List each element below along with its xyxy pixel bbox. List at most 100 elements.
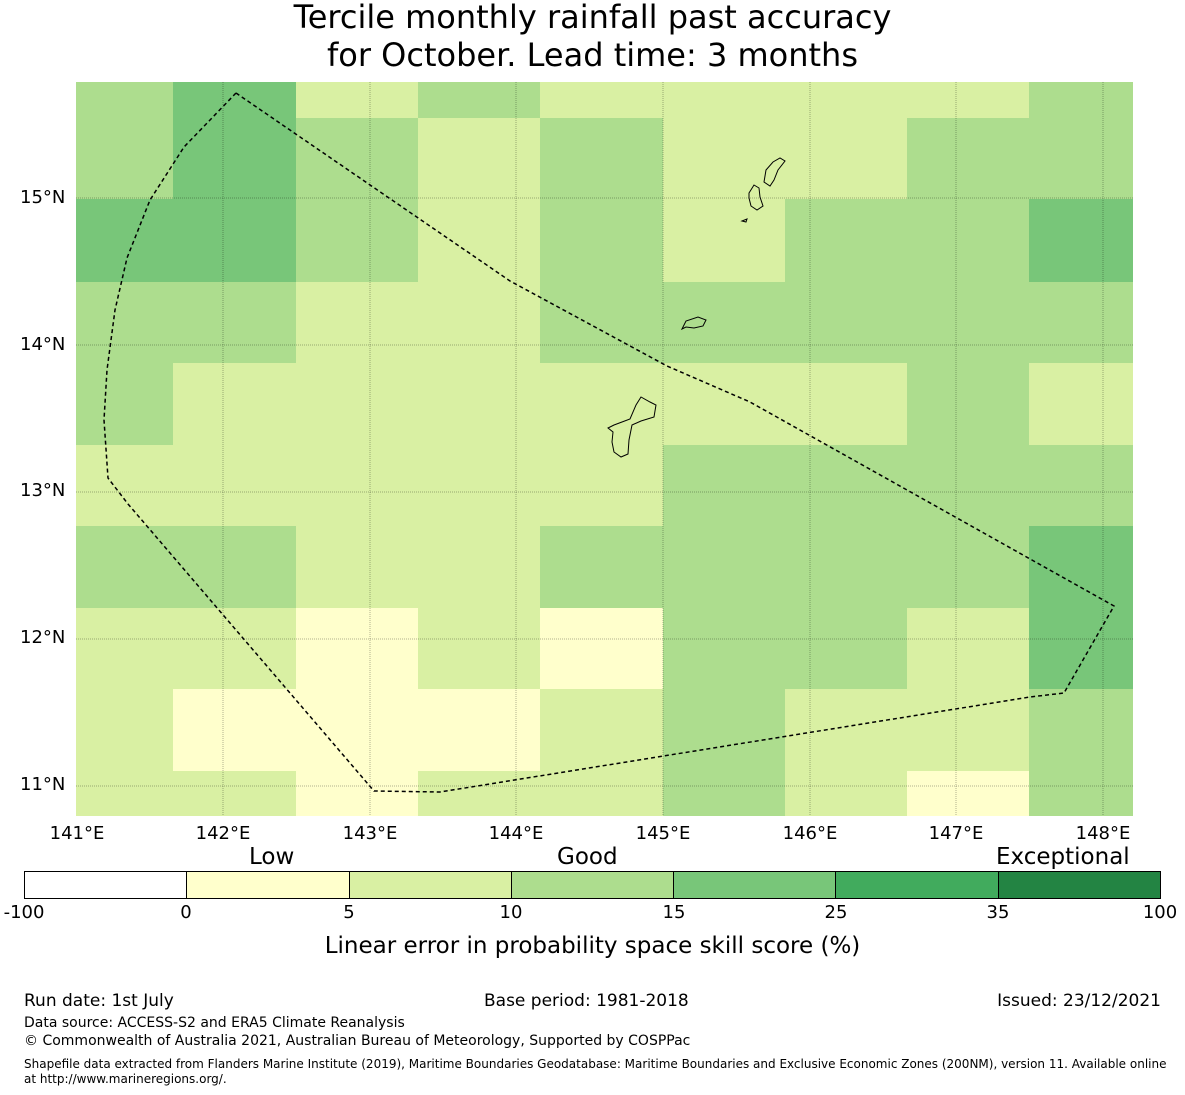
data-source: Data source: ACCESS-S2 and ERA5 Climate … [24,1015,405,1031]
grid-cell [173,118,296,199]
shapefile-credit-line-1: Shapefile data extracted from Flanders M… [24,1057,1167,1071]
legend-category-exceptional: Exceptional [996,844,1130,870]
grid-cell [785,199,907,282]
colorbar [24,871,1161,899]
run-date: Run date: 1st July [24,991,174,1011]
grid-cell [76,282,173,363]
grid-cell [785,689,907,771]
skill-grid [76,82,1133,816]
grid-cell [785,526,907,608]
lon-tick-144e: 144°E [488,823,544,844]
grid-cell [785,445,907,526]
grid-cell [173,689,296,771]
grid-cell [907,199,1029,282]
colorbar-tick: 0 [180,902,192,923]
grid-cell [907,82,1029,118]
grid-cell [173,771,296,816]
grid-cell [663,282,785,363]
lat-tick-12n: 12°N [20,627,66,648]
grid-cell [1029,608,1133,689]
lon-tick-143e: 143°E [342,823,398,844]
copyright-notice: © Commonwealth of Australia 2021, Austra… [24,1033,691,1049]
grid-cell [296,526,418,608]
grid-cell [907,445,1029,526]
grid-cell [173,363,296,445]
grid-cell [663,82,785,118]
grid-cell [76,608,173,689]
grid-cell [418,526,540,608]
colorbar-segment-neg100-0 [25,872,188,898]
grid-cell [1029,199,1133,282]
map-title-line-2: for October. Lead time: 3 months [327,36,858,74]
grid-cell [663,199,785,282]
grid-cell [907,608,1029,689]
grid-cell [785,282,907,363]
lon-tick-142e: 142°E [195,823,251,844]
grid-cell [173,608,296,689]
lat-tick-15n: 15°N [20,187,66,208]
grid-cell [76,363,173,445]
graticule [76,82,1133,816]
grid-cell [540,445,663,526]
eez-boundary [103,92,1116,793]
grid-cell [785,118,907,199]
island-saipan [763,157,786,187]
colorbar-tick: 10 [499,902,523,923]
grid-cell [296,199,418,282]
issued-date: Issued: 23/12/2021 [997,991,1161,1011]
base-period: Base period: 1981-2018 [484,991,689,1011]
grid-cell [540,689,663,771]
island-rota [680,316,707,331]
colorbar-segment-5-10 [349,872,512,898]
grid-cell [540,526,663,608]
legend-category-good: Good [557,844,618,870]
grid-cell [1029,82,1133,118]
colorbar-tick: -100 [3,902,45,923]
rainfall-skill-map [76,82,1133,816]
grid-cell [663,118,785,199]
grid-cell [76,771,173,816]
grid-cell [1029,771,1133,816]
grid-cell [173,199,296,282]
grid-cell [418,608,540,689]
shapefile-credit-line-2: at http://www.marineregions.org/. [24,1072,227,1086]
grid-cell [296,608,418,689]
island-tinian [748,184,764,211]
colorbar-segment-15-25 [674,872,837,898]
lon-tick-146e: 146°E [782,823,838,844]
lon-tick-141e: 141°E [49,823,105,844]
lon-tick-148e: 148°E [1075,823,1131,844]
grid-cell [418,363,540,445]
grid-cell [907,363,1029,445]
grid-cell [785,82,907,118]
grid-cell [418,771,540,816]
grid-cell [663,608,785,689]
grid-cell [296,771,418,816]
grid-cell [785,771,907,816]
grid-cell [1029,363,1133,445]
colorbar-segment-10-15 [511,872,675,898]
grid-cell [907,526,1029,608]
colorbar-segment-0-5 [187,872,350,898]
grid-cell [907,118,1029,199]
grid-cell [76,445,173,526]
grid-cell [907,689,1029,771]
grid-cell [540,282,663,363]
grid-cell [907,282,1029,363]
lat-tick-13n: 13°N [20,480,66,501]
grid-cell [1029,282,1133,363]
lon-tick-147e: 147°E [928,823,984,844]
grid-cell [1029,526,1133,608]
grid-cell [418,445,540,526]
grid-cell [173,445,296,526]
lon-tick-145e: 145°E [635,823,691,844]
lat-tick-14n: 14°N [20,334,66,355]
grid-cell [663,445,785,526]
grid-cell [173,526,296,608]
grid-cell [173,282,296,363]
grid-cell [76,689,173,771]
grid-cell [296,282,418,363]
grid-cell [540,199,663,282]
colorbar-tick: 35 [986,902,1010,923]
grid-cell [663,689,785,771]
